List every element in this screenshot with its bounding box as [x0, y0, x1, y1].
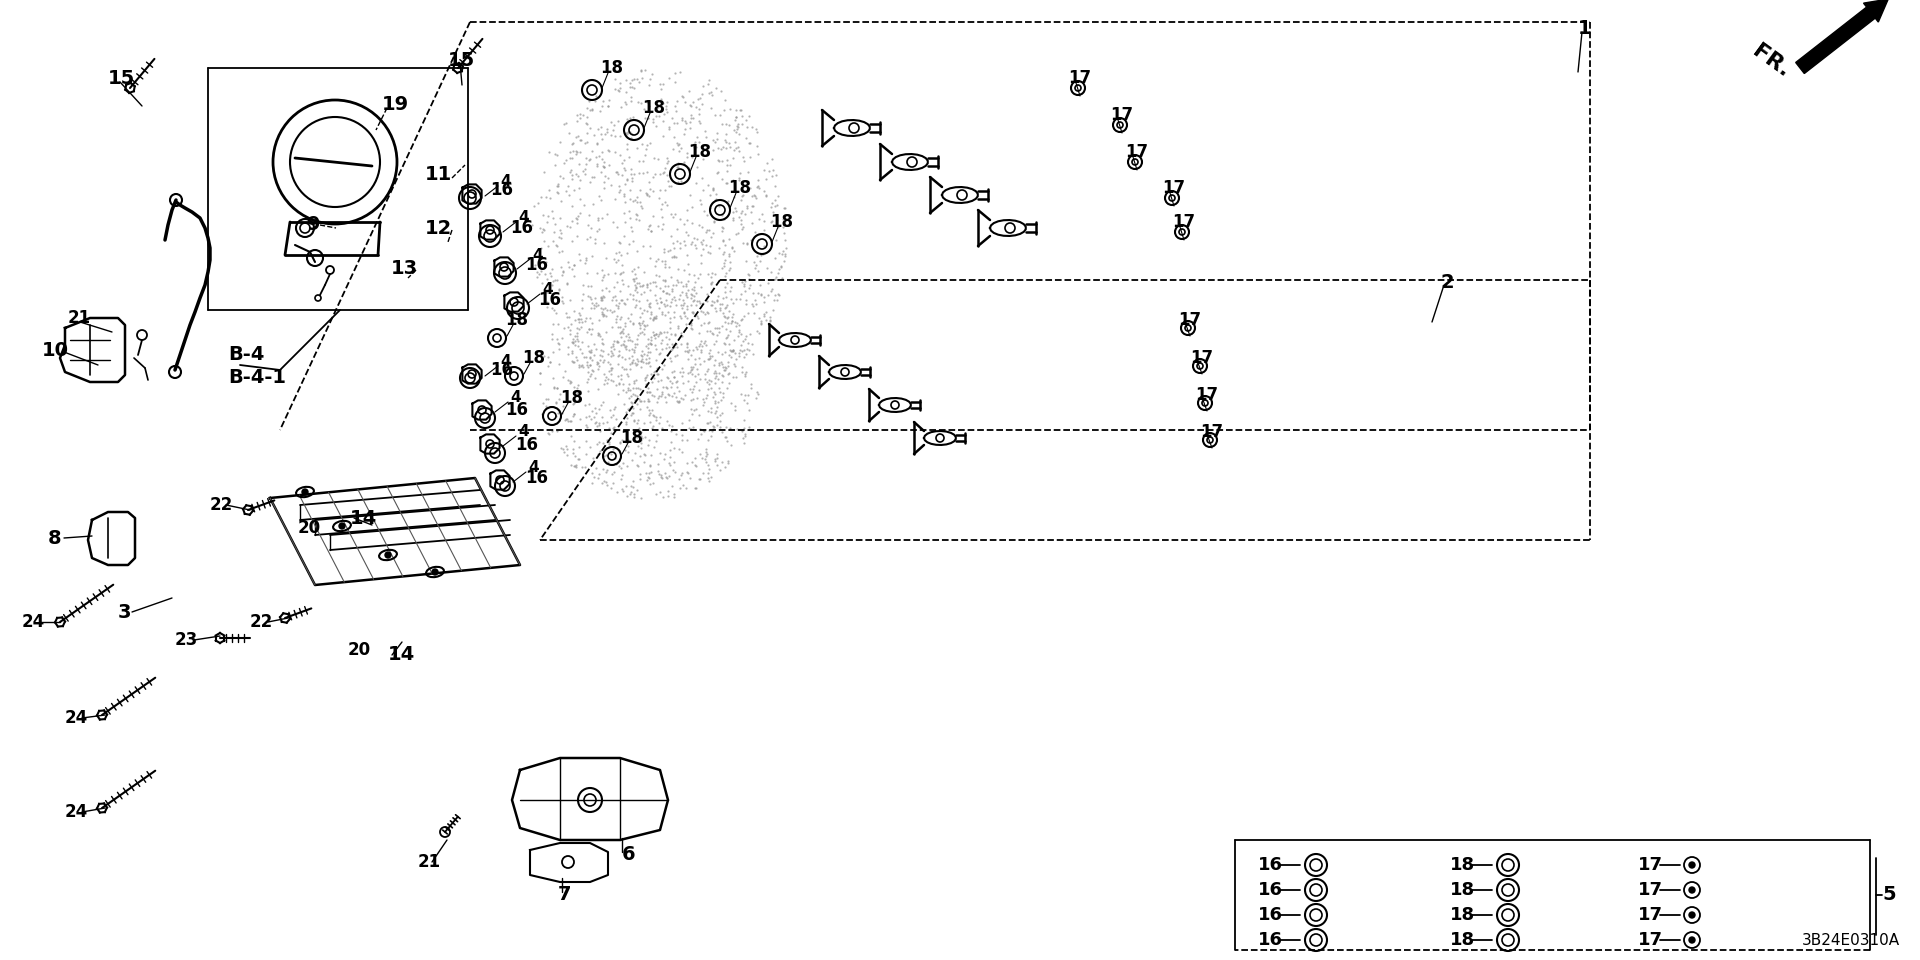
Text: 16: 16 [511, 219, 534, 237]
Text: 22: 22 [209, 496, 232, 514]
Circle shape [1690, 937, 1695, 943]
Text: 14: 14 [349, 509, 376, 527]
Text: 22: 22 [250, 613, 273, 631]
Text: 4: 4 [532, 248, 543, 262]
Text: 4: 4 [511, 391, 520, 405]
Text: 18: 18 [770, 213, 793, 231]
Text: 9: 9 [307, 215, 321, 234]
Circle shape [301, 489, 307, 495]
Text: 10: 10 [42, 341, 69, 359]
Text: 17: 17 [1179, 311, 1202, 329]
Text: 23: 23 [175, 631, 198, 649]
Text: 3: 3 [117, 603, 131, 621]
Text: 15: 15 [108, 68, 134, 87]
Text: 14: 14 [388, 645, 415, 664]
Text: 18: 18 [505, 311, 528, 329]
Text: 1: 1 [1578, 18, 1592, 37]
Text: 4: 4 [499, 354, 511, 370]
Text: 4: 4 [528, 461, 540, 475]
Text: 5: 5 [1882, 885, 1895, 904]
Text: B-4-1: B-4-1 [228, 368, 286, 387]
Text: 18: 18 [728, 179, 751, 197]
Circle shape [340, 523, 346, 529]
Text: 4: 4 [518, 210, 528, 226]
Text: 13: 13 [392, 258, 419, 277]
Text: 7: 7 [559, 885, 572, 904]
Text: 24: 24 [65, 709, 88, 727]
Text: 18: 18 [1450, 881, 1475, 899]
Text: 3B24E0310A: 3B24E0310A [1801, 933, 1901, 948]
Text: 4: 4 [499, 175, 511, 189]
Text: 11: 11 [424, 165, 451, 184]
Circle shape [1690, 862, 1695, 868]
Text: 18: 18 [1450, 931, 1475, 949]
Circle shape [386, 552, 392, 558]
Text: 19: 19 [382, 95, 409, 114]
Text: 20: 20 [348, 641, 371, 659]
Text: 12: 12 [424, 219, 451, 237]
Text: 17: 17 [1638, 881, 1663, 899]
Text: 21: 21 [419, 853, 442, 871]
Text: 17: 17 [1125, 143, 1148, 161]
Text: 18: 18 [1450, 906, 1475, 924]
Circle shape [1690, 912, 1695, 918]
Text: 17: 17 [1638, 931, 1663, 949]
Text: 21: 21 [67, 309, 90, 327]
Text: 4: 4 [541, 282, 553, 298]
Text: 17: 17 [1171, 213, 1194, 231]
Text: 16: 16 [538, 291, 561, 309]
Text: 18: 18 [522, 349, 545, 367]
Text: 16: 16 [515, 436, 538, 454]
Text: 16: 16 [1258, 856, 1283, 874]
Text: 15: 15 [447, 51, 476, 69]
Text: 18: 18 [687, 143, 710, 161]
Text: 2: 2 [1440, 274, 1453, 293]
Text: 16: 16 [524, 469, 547, 487]
Text: 6: 6 [622, 846, 636, 865]
Text: 18: 18 [561, 389, 584, 407]
Text: 16: 16 [1258, 931, 1283, 949]
Text: 16: 16 [1258, 906, 1283, 924]
Text: 16: 16 [524, 256, 547, 274]
Text: 24: 24 [21, 613, 46, 631]
Text: 18: 18 [620, 429, 643, 447]
Text: 17: 17 [1200, 423, 1223, 441]
Text: 16: 16 [490, 181, 513, 199]
Text: 16: 16 [490, 361, 513, 379]
Text: 18: 18 [1450, 856, 1475, 874]
Circle shape [432, 569, 438, 575]
Text: 24: 24 [65, 803, 88, 821]
Text: 17: 17 [1110, 106, 1133, 124]
Text: 16: 16 [1258, 881, 1283, 899]
Text: 17: 17 [1638, 856, 1663, 874]
Text: 17: 17 [1068, 69, 1091, 87]
Text: 17: 17 [1194, 386, 1217, 404]
Text: 20: 20 [298, 519, 321, 537]
Text: FR.: FR. [1749, 41, 1793, 81]
Text: 18: 18 [641, 99, 664, 117]
Text: 4: 4 [518, 424, 528, 440]
FancyArrow shape [1795, 0, 1887, 74]
Circle shape [1690, 887, 1695, 893]
Text: 8: 8 [48, 529, 61, 547]
Text: 17: 17 [1638, 906, 1663, 924]
Text: 16: 16 [505, 401, 528, 419]
Text: 18: 18 [599, 59, 622, 77]
Text: 17: 17 [1190, 349, 1213, 367]
Text: 17: 17 [1162, 179, 1185, 197]
Text: B-4: B-4 [228, 345, 265, 364]
